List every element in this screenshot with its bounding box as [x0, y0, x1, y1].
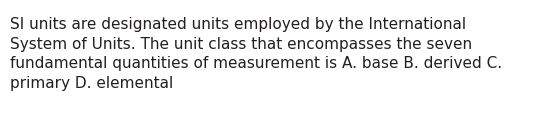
Text: SI units are designated units employed by the International
System of Units. The: SI units are designated units employed b…	[10, 17, 502, 91]
